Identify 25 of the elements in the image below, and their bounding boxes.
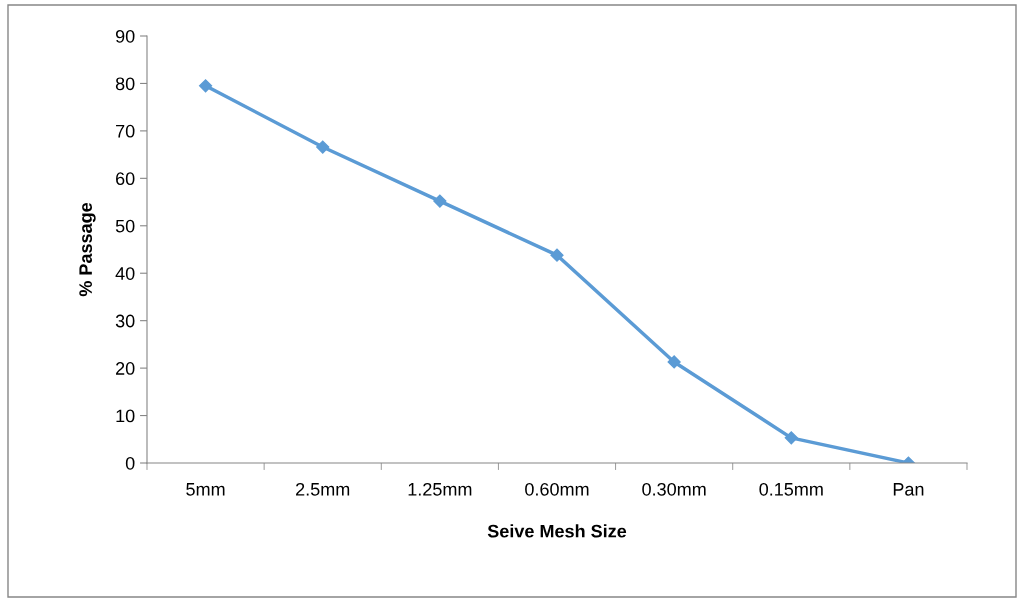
y-tick-label: 30 <box>115 314 135 328</box>
x-tick-label: 0.60mm <box>525 482 589 496</box>
point <box>433 194 447 208</box>
x-tick-label: 5mm <box>186 483 225 496</box>
point <box>550 248 564 262</box>
y-tick-label: 80 <box>115 77 135 91</box>
point <box>198 79 213 93</box>
y-tick-label: 60 <box>116 172 135 186</box>
point <box>667 355 681 369</box>
y-axis-title: % Passage <box>79 202 96 297</box>
y-tick-label: 10 <box>116 409 135 423</box>
y-tick-label: 20 <box>116 362 135 375</box>
y-tick-label: 50 <box>115 219 135 233</box>
y-tick-label: 70 <box>116 124 135 138</box>
x-tick-label: 0.15mm <box>759 482 823 496</box>
x-tick-label: 1.25mm <box>408 482 472 496</box>
point <box>784 431 798 445</box>
x-tick-label: Pan <box>893 483 924 496</box>
x-axis-title: Seive Mesh Size <box>487 524 627 538</box>
x-tick-label: 0.30mm <box>642 482 706 496</box>
y-tick-label: 0 <box>125 456 135 470</box>
y-tick-label: 90 <box>115 29 135 43</box>
x-tick-label: 2.5mm <box>296 482 350 496</box>
y-tick-label: 40 <box>115 267 135 280</box>
point <box>316 140 330 154</box>
